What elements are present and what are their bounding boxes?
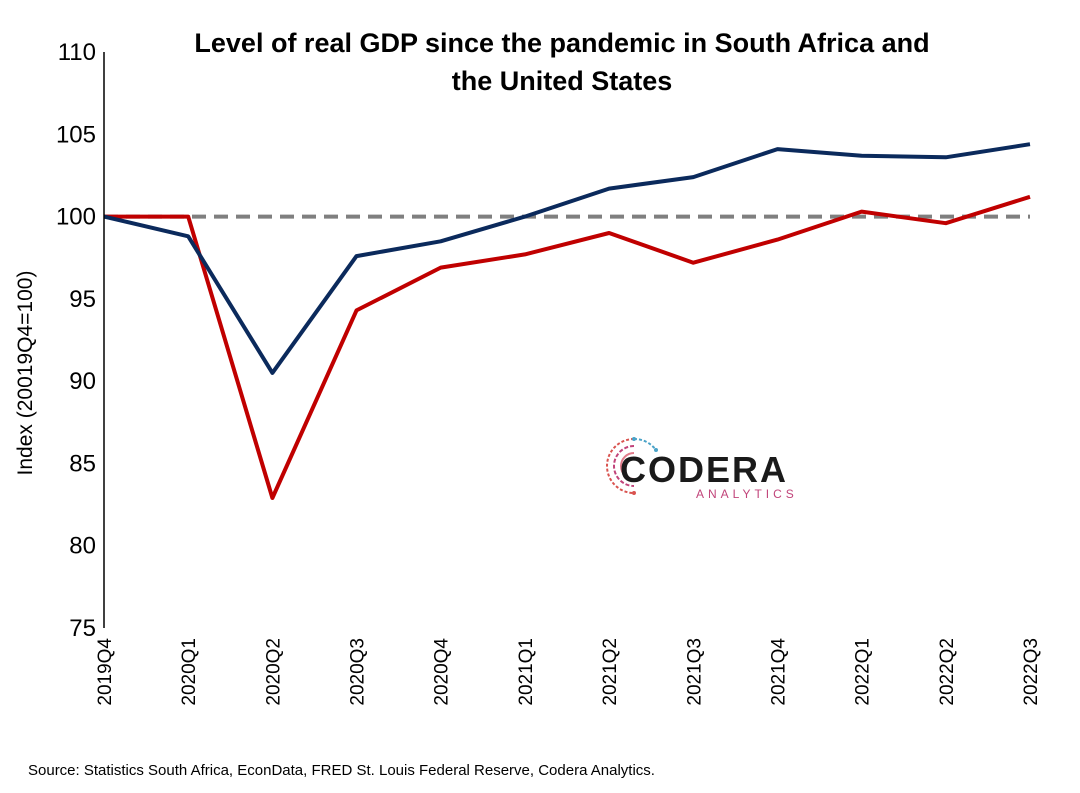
- logo-sub: ANALYTICS: [696, 487, 798, 501]
- y-tick-label: 100: [56, 204, 96, 231]
- y-tick-label: 90: [69, 368, 96, 395]
- series-layer: [103, 142, 1031, 500]
- x-axis-ticks: 2019Q4 2020Q1 2020Q2 2020Q3 2020Q4 2021Q1 2021…: [95, 638, 1042, 706]
- y-tick-label: 95: [69, 286, 96, 313]
- x-tick-label: 2022Q1: [853, 638, 874, 706]
- x-tick-label: 2022Q3: [1021, 638, 1042, 706]
- y-axis-label: Index (20019Q4=100): [14, 271, 37, 476]
- x-tick-label: 2021Q2: [600, 638, 621, 706]
- y-tick-label: 75: [69, 615, 96, 642]
- y-axis-ticks: 75 80 85 90 95 100 105 110: [56, 39, 96, 642]
- codera-logo: CODERA ANALYTICS: [606, 437, 798, 501]
- x-tick-label: 2021Q1: [516, 638, 537, 706]
- x-tick-label: 2021Q4: [768, 638, 789, 706]
- chart-title-line-1: Level of real GDP since the pandemic in …: [194, 28, 929, 58]
- x-tick-label: 2022Q2: [937, 638, 958, 706]
- chart-title: Level of real GDP since the pandemic in …: [194, 28, 929, 96]
- logo-name: CODERA: [620, 449, 788, 490]
- circuit-circle-icon: [606, 437, 658, 495]
- y-tick-label: 105: [56, 121, 96, 148]
- x-tick-label: 2020Q3: [348, 638, 369, 706]
- chart-title-line-2: the United States: [452, 66, 673, 96]
- series-line-sa: [104, 194, 1031, 500]
- y-tick-label: 110: [58, 39, 96, 66]
- series-line-us: [103, 142, 1031, 375]
- x-tick-label: 2020Q4: [432, 638, 453, 706]
- x-tick-label: 2019Q4: [95, 638, 116, 706]
- x-tick-label: 2020Q2: [263, 638, 284, 706]
- source-note: Source: Statistics South Africa, EconDat…: [28, 762, 655, 779]
- x-tick-label: 2020Q1: [179, 638, 200, 706]
- y-tick-label: 85: [69, 450, 96, 477]
- y-tick-label: 80: [69, 533, 96, 560]
- x-tick-label: 2021Q3: [684, 638, 705, 706]
